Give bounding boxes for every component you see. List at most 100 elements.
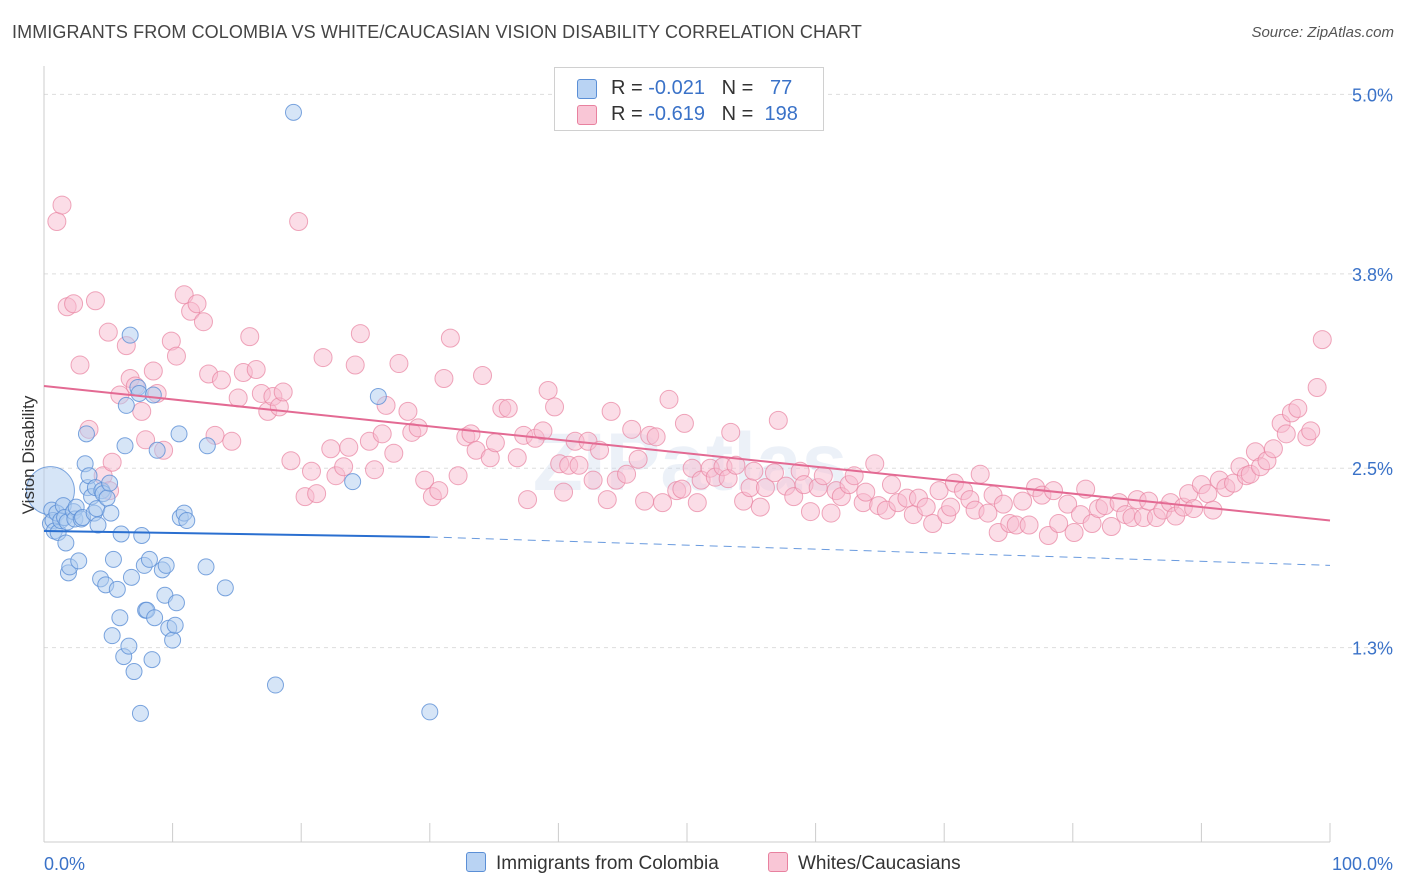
- y-tick-label: 5.0%: [1352, 85, 1393, 105]
- data-point-whites: [813, 466, 833, 486]
- source-label: Source: ZipAtlas.com: [1251, 24, 1394, 41]
- data-point-whites: [533, 421, 553, 441]
- data-point-whites: [597, 490, 617, 510]
- data-point-whites: [726, 455, 746, 475]
- data-point-colombia: [266, 676, 284, 694]
- data-point-colombia: [344, 473, 362, 491]
- data-point-whites: [498, 398, 518, 418]
- trend-lines: [43, 384, 1331, 566]
- data-point-whites: [1184, 499, 1204, 519]
- data-point-whites: [646, 427, 666, 447]
- data-point-whites: [1019, 515, 1039, 535]
- data-point-whites: [628, 449, 648, 469]
- data-point-whites: [923, 514, 943, 534]
- pink-points: [47, 195, 1332, 545]
- data-point-whites: [993, 494, 1013, 514]
- data-point-whites: [635, 491, 655, 511]
- data-point-colombia: [116, 437, 134, 455]
- data-point-whites: [1101, 517, 1121, 537]
- data-point-colombia: [112, 525, 130, 543]
- data-point-whites: [507, 448, 527, 468]
- data-point-whites: [1307, 377, 1327, 397]
- legend: R = -0.021 N = 77 R = -0.619 N = 198: [554, 67, 824, 131]
- data-point-colombia: [170, 425, 188, 443]
- data-point-whites: [440, 328, 460, 348]
- data-point-colombia: [131, 704, 149, 722]
- data-point-colombia: [98, 489, 116, 507]
- data-point-colombia: [284, 103, 302, 121]
- data-point-whites: [545, 397, 565, 417]
- trend-line-whites: [43, 384, 1331, 522]
- data-point-whites: [941, 497, 961, 517]
- legend-swatch-pink: [577, 105, 597, 125]
- data-point-whites: [334, 457, 354, 477]
- y-tick-label: 2.5%: [1352, 459, 1393, 479]
- data-point-whites: [590, 440, 610, 460]
- data-point-colombia: [140, 550, 158, 568]
- trend-line-colombia: [43, 530, 430, 538]
- axes: [43, 66, 1331, 843]
- data-point-colombia: [133, 526, 151, 544]
- data-point-whites: [750, 497, 770, 517]
- data-point-colombia: [108, 580, 126, 598]
- data-point-colombia: [216, 579, 234, 597]
- data-point-colombia: [369, 387, 387, 405]
- data-point-whites: [415, 470, 435, 490]
- data-point-whites: [659, 389, 679, 409]
- legend-n-label: N =: [721, 103, 754, 125]
- bottom-legend-label: Immigrants from Colombia: [496, 853, 719, 874]
- bottom-legend-white: Whites/Caucasians: [768, 852, 961, 875]
- data-point-whites: [313, 348, 333, 368]
- data-point-colombia: [143, 651, 161, 669]
- data-point-whites: [554, 482, 574, 502]
- data-point-whites: [85, 291, 105, 311]
- data-point-colombia: [70, 552, 88, 570]
- legend-r-value: -0.619: [648, 103, 705, 125]
- data-point-whites: [1263, 439, 1283, 459]
- data-point-whites: [473, 366, 493, 386]
- data-point-whites: [143, 361, 163, 381]
- data-point-colombia: [103, 627, 121, 645]
- data-point-whites: [70, 355, 90, 375]
- data-point-whites: [301, 461, 321, 481]
- data-point-whites: [583, 470, 603, 490]
- data-point-whites: [856, 482, 876, 502]
- data-point-colombia: [101, 474, 119, 492]
- data-point-whites: [617, 464, 637, 484]
- data-point-colombia: [125, 663, 143, 681]
- data-point-whites: [672, 479, 692, 499]
- data-point-whites: [228, 388, 248, 408]
- data-point-colombia: [421, 703, 439, 721]
- data-point-whites: [674, 413, 694, 433]
- tick-labels: 1.3% 2.5% 3.8% 5.0% 0.0% 100.0%: [44, 85, 1393, 874]
- data-point-whites: [222, 431, 242, 451]
- data-point-whites: [978, 503, 998, 523]
- data-point-whites: [350, 324, 370, 344]
- data-point-colombia: [122, 568, 140, 586]
- data-point-whites: [434, 369, 454, 389]
- y-tick-label: 1.3%: [1352, 639, 1393, 659]
- data-point-whites: [800, 502, 820, 522]
- data-point-colombia: [57, 534, 75, 552]
- data-point-whites: [307, 484, 327, 504]
- data-point-whites: [132, 401, 152, 421]
- data-point-whites: [744, 461, 764, 481]
- data-point-whites: [1203, 500, 1223, 520]
- data-point-whites: [518, 490, 538, 510]
- legend-r-label: R =: [611, 103, 643, 125]
- data-point-whites: [622, 419, 642, 439]
- data-point-colombia: [111, 609, 129, 627]
- data-point-whites: [52, 195, 72, 215]
- data-point-colombia: [157, 556, 175, 574]
- data-point-colombia: [120, 637, 138, 655]
- data-point-colombia: [102, 504, 120, 522]
- data-point-colombia: [144, 386, 162, 404]
- data-point-whites: [1049, 514, 1069, 534]
- data-point-colombia: [117, 396, 135, 414]
- data-point-whites: [1013, 491, 1033, 511]
- data-point-whites: [240, 327, 260, 347]
- legend-swatch-blue: [577, 79, 597, 99]
- data-point-whites: [448, 466, 468, 486]
- data-point-whites: [273, 382, 293, 402]
